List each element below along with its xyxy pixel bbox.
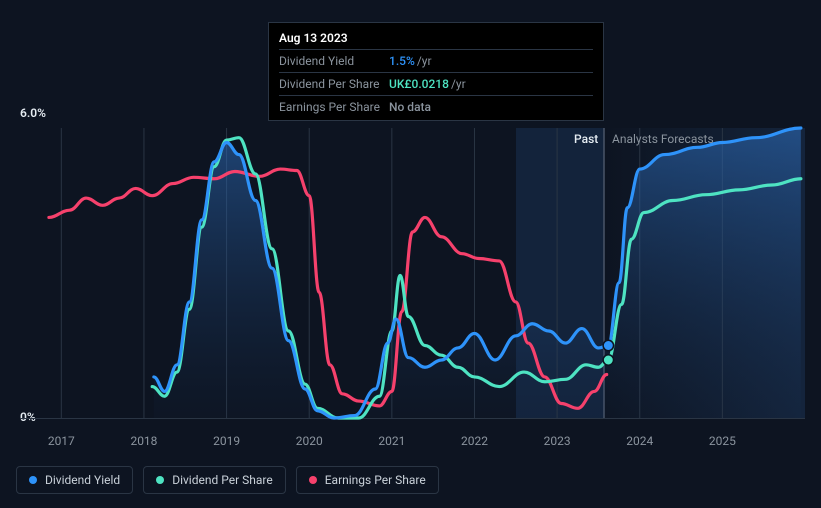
tooltip-label: Dividend Per Share: [279, 77, 389, 91]
tooltip-label: Dividend Yield: [279, 54, 389, 68]
tooltip-row: Earnings Per Share No data: [279, 96, 593, 118]
region-forecast-label: Analysts Forecasts: [612, 132, 714, 146]
tooltip-value: No data: [389, 100, 433, 114]
x-tick: 2024: [626, 434, 653, 448]
tooltip-date: Aug 13 2023: [279, 29, 593, 50]
x-tick: 2017: [48, 434, 75, 448]
tooltip-row: Dividend Per Share UK£0.0218/yr: [279, 73, 593, 96]
legend-label: Earnings Per Share: [325, 473, 426, 487]
chart-legend: Dividend Yield Dividend Per Share Earnin…: [16, 466, 439, 494]
legend-dot-icon: [29, 476, 37, 484]
tooltip-value: UK£0.0218/yr: [389, 77, 466, 91]
x-tick: 2022: [461, 434, 488, 448]
tooltip-row: Dividend Yield 1.5%/yr: [279, 50, 593, 73]
x-tick: 2025: [709, 434, 736, 448]
dividend-chart: Aug 13 2023 Dividend Yield 1.5%/yr Divid…: [0, 0, 821, 508]
legend-dot-icon: [309, 476, 317, 484]
legend-dividend-yield[interactable]: Dividend Yield: [16, 466, 133, 494]
legend-earnings-per-share[interactable]: Earnings Per Share: [296, 466, 439, 494]
x-tick: 2023: [544, 434, 571, 448]
x-tick: 2021: [378, 434, 405, 448]
x-tick: 2018: [130, 434, 157, 448]
legend-dividend-per-share[interactable]: Dividend Per Share: [143, 466, 286, 494]
legend-label: Dividend Yield: [45, 473, 120, 487]
tooltip-value: 1.5%/yr: [389, 54, 432, 68]
x-tick: 2020: [296, 434, 323, 448]
tooltip-label: Earnings Per Share: [279, 100, 389, 114]
x-tick: 2019: [213, 434, 240, 448]
legend-label: Dividend Per Share: [172, 473, 273, 487]
region-past-label: Past: [574, 132, 598, 146]
legend-dot-icon: [156, 476, 164, 484]
chart-tooltip: Aug 13 2023 Dividend Yield 1.5%/yr Divid…: [268, 22, 604, 121]
